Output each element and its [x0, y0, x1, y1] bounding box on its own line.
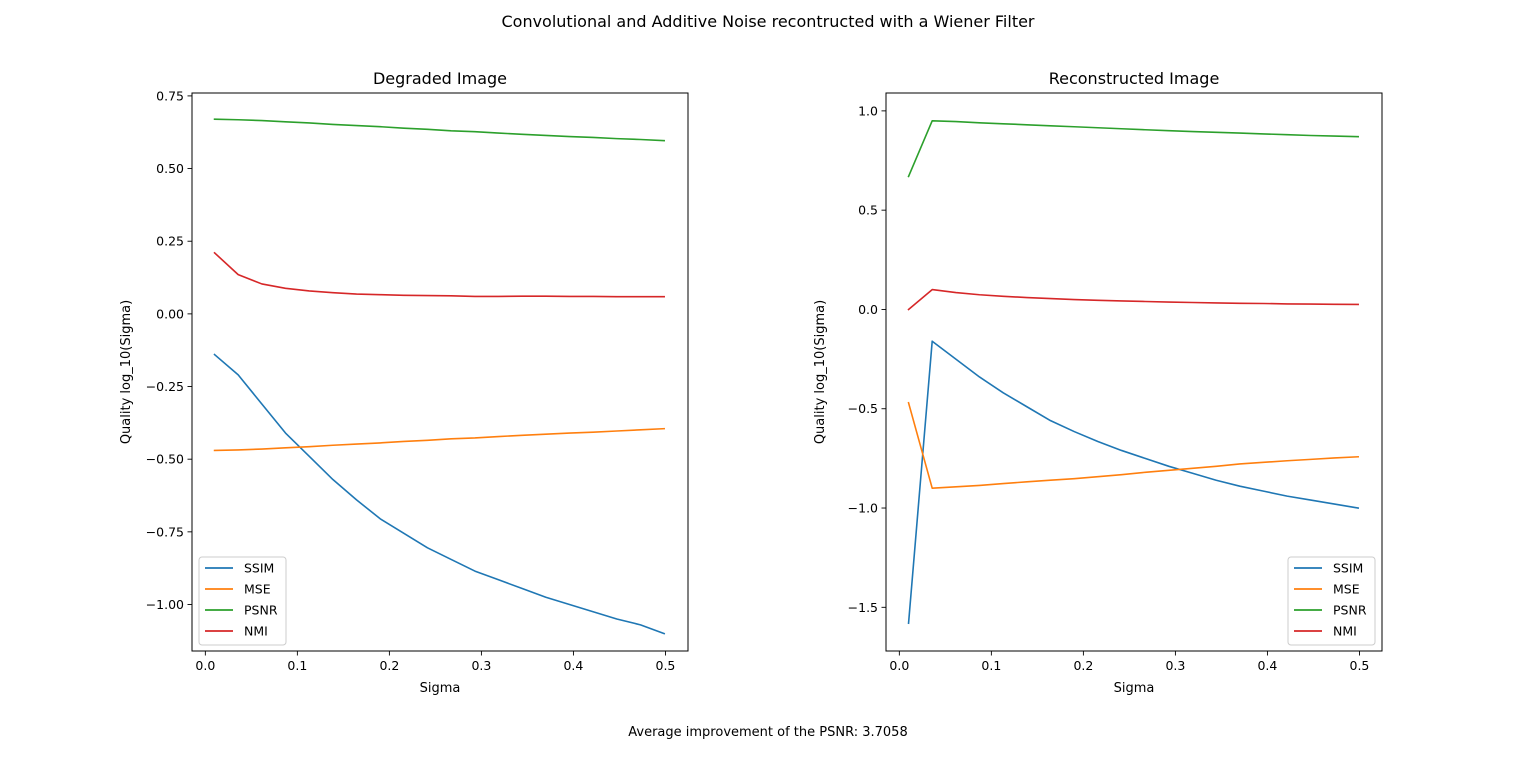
legend: SSIM MSE PSNR NMI [1287, 556, 1376, 646]
y-tick-label: −1.0 [848, 501, 878, 516]
y-tick-label: 0.00 [156, 306, 184, 321]
y-tick-label: 0.25 [156, 234, 184, 249]
x-tick-label: 0.2 [1073, 658, 1093, 673]
x-tick-label: 0.1 [981, 658, 1001, 673]
y-tick-label: 0.0 [858, 302, 878, 317]
y-tick-label: −1.5 [848, 600, 878, 615]
legend-label-psnr: PSNR [244, 603, 278, 618]
x-tick-label: 0.0 [889, 658, 909, 673]
x-tick-label: 0.0 [195, 658, 215, 673]
series-line-nmi [907, 288, 1359, 311]
legend-label-mse: MSE [1333, 582, 1360, 597]
y-tick-label: 0.50 [156, 161, 184, 176]
figure-title: Convolutional and Additive Noise recontr… [501, 12, 1035, 31]
x-tick-label: 0.4 [1257, 658, 1277, 673]
x-tick-label: 0.5 [656, 658, 676, 673]
legend-label-ssim: SSIM [1333, 561, 1363, 576]
legend-box [1287, 556, 1376, 646]
series-line-mse [907, 401, 1360, 489]
axes-frame [885, 92, 1383, 652]
y-tick-label: 0.5 [858, 203, 878, 218]
psnr-improvement-note: Average improvement of the PSNR: 3.7058 [628, 725, 908, 740]
subplot-title: Reconstructed Image [1049, 69, 1220, 88]
x-tick-label: 0.1 [287, 658, 307, 673]
x-tick-label: 0.4 [563, 658, 583, 673]
x-tick-label: 0.5 [1350, 658, 1370, 673]
x-axis-label: Sigma [420, 681, 461, 696]
series-line-mse [213, 427, 666, 452]
subplot-title: Degraded Image [373, 69, 507, 88]
y-tick-label: −0.75 [146, 524, 184, 539]
series-line-psnr [213, 118, 666, 142]
legend-label-nmi: NMI [244, 624, 268, 639]
y-tick-label: −0.5 [848, 401, 878, 416]
x-axis-label: Sigma [1114, 681, 1155, 696]
legend-label-psnr: PSNR [1333, 603, 1367, 618]
series-line-nmi [213, 251, 665, 298]
axes-frame [191, 92, 689, 652]
series-line-psnr [907, 120, 1359, 178]
y-tick-label: 1.0 [858, 103, 878, 118]
legend-box [198, 556, 287, 646]
legend-label-mse: MSE [244, 582, 271, 597]
x-tick-label: 0.3 [1165, 658, 1185, 673]
subplot-1: 0.0 0.1 0.2 0.3 0.4 0.5 −1.00 −0.75 −0.50 −0.25 0.… [119, 69, 689, 696]
y-axis-label: Quality log_10(Sigma) [813, 300, 828, 444]
subplot-2: 0.0 0.1 0.2 0.3 0.4 0.5 −1.5 −1.0 −0.5 0.0 0.5 1.0 R… [813, 69, 1383, 696]
legend: SSIM MSE PSNR NMI [198, 556, 287, 646]
series-line-ssim [907, 340, 1360, 625]
y-axis-label: Quality log_10(Sigma) [119, 300, 134, 444]
y-tick-label: −0.50 [146, 452, 184, 467]
y-tick-label: −1.00 [146, 597, 184, 612]
x-tick-label: 0.3 [471, 658, 491, 673]
x-tick-label: 0.2 [379, 658, 399, 673]
y-tick-label: −0.25 [146, 379, 184, 394]
legend-label-nmi: NMI [1333, 624, 1357, 639]
legend-label-ssim: SSIM [244, 561, 274, 576]
series-line-ssim [213, 353, 666, 635]
y-tick-label: 0.75 [156, 88, 184, 103]
